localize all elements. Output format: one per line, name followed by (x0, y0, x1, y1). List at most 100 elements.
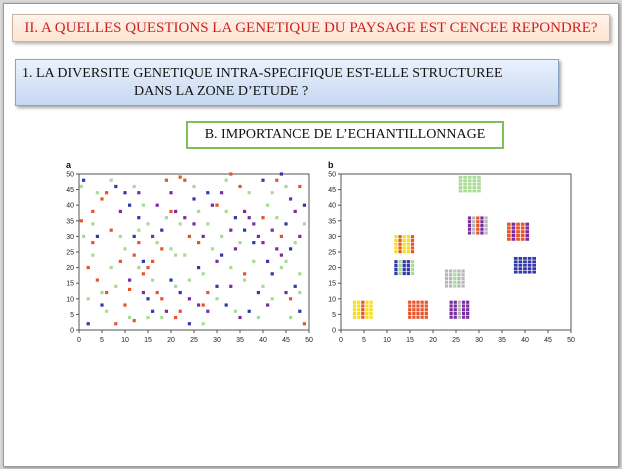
data-point (424, 304, 428, 308)
data-point (518, 256, 523, 260)
data-point (412, 311, 416, 316)
x-tick-label: 50 (567, 337, 575, 344)
data-point (472, 216, 476, 220)
data-point (192, 222, 196, 226)
data-point (484, 227, 488, 231)
data-point (215, 203, 219, 207)
data-point (449, 315, 453, 319)
data-point (416, 304, 420, 308)
data-point (467, 231, 472, 235)
data-point (507, 233, 511, 238)
data-point (453, 308, 457, 312)
x-tick-label: 35 (498, 337, 506, 344)
data-point (394, 250, 398, 254)
data-point (256, 290, 260, 295)
data-point (402, 260, 406, 264)
question-box: 1. LA DIVERSITE GENETIQUE INTRA-SPECIFIQ… (15, 59, 559, 106)
data-point (527, 270, 532, 274)
data-point (480, 216, 484, 220)
data-point (220, 253, 224, 257)
x-tick-label: 10 (121, 337, 129, 344)
data-point (466, 308, 470, 312)
data-point (100, 197, 104, 201)
data-point (361, 315, 365, 319)
data-point (229, 284, 233, 288)
data-point (472, 186, 477, 189)
data-point (458, 186, 463, 189)
data-point (525, 230, 530, 234)
data-point (114, 284, 118, 288)
data-point (137, 216, 141, 220)
data-point (91, 253, 95, 257)
data-point (266, 203, 270, 207)
data-point (513, 256, 518, 260)
data-point (449, 308, 453, 312)
data-point (461, 284, 465, 288)
data-point (518, 270, 523, 274)
data-point (461, 269, 465, 273)
data-point (155, 203, 159, 207)
y-tick-label: 25 (328, 250, 336, 257)
data-point (183, 253, 187, 257)
data-point (513, 263, 518, 267)
data-point (114, 322, 118, 326)
data-point (525, 233, 530, 238)
data-point (229, 228, 233, 232)
data-point (224, 303, 228, 307)
data-point (472, 231, 476, 235)
data-point (472, 189, 477, 193)
data-point (523, 270, 527, 274)
data-point (369, 304, 373, 308)
data-point (178, 175, 182, 179)
data-point (477, 182, 481, 186)
data-point (420, 304, 424, 308)
data-point (197, 241, 201, 245)
data-point (95, 191, 99, 195)
data-point (410, 260, 415, 264)
data-point (146, 315, 150, 320)
data-point (141, 203, 145, 207)
data-point (169, 191, 173, 195)
data-point (484, 220, 488, 224)
data-point (270, 228, 274, 232)
data-point (532, 256, 536, 260)
data-point (298, 234, 302, 238)
data-point (402, 235, 406, 239)
data-point (357, 315, 361, 319)
data-point (424, 315, 428, 319)
plot-frame (340, 173, 572, 331)
data-point (480, 220, 484, 224)
data-point (118, 234, 122, 238)
y-tick-label: 35 (66, 218, 74, 225)
data-point (187, 297, 191, 301)
data-point (511, 222, 516, 226)
data-point (118, 259, 122, 263)
data-point (86, 266, 90, 270)
data-point (187, 234, 191, 238)
data-point (155, 241, 159, 245)
data-point (293, 209, 297, 214)
data-point (155, 290, 159, 295)
data-point (457, 273, 461, 277)
data-point (453, 284, 457, 288)
x-tick-label: 40 (259, 337, 267, 344)
data-point (453, 300, 457, 304)
data-point (164, 216, 168, 220)
data-point (128, 287, 132, 292)
data-point (463, 189, 467, 193)
scatter-panel-b: b 0 5 10 15 20 25 30 35 40 45 50 0 5 10 15 20 25 30 35 40 45 5… (328, 160, 575, 344)
data-point (476, 227, 480, 231)
data-point (95, 278, 99, 282)
data-point (472, 223, 476, 228)
data-point (128, 203, 132, 207)
y-tick-label: 10 (328, 296, 336, 303)
data-point (520, 226, 525, 230)
data-point (215, 297, 219, 301)
data-point (461, 315, 466, 319)
data-point (183, 178, 187, 182)
data-point (416, 308, 420, 312)
data-point (178, 309, 182, 313)
data-point (302, 222, 306, 226)
data-point (449, 269, 453, 273)
y-tick-label: 20 (328, 265, 336, 272)
